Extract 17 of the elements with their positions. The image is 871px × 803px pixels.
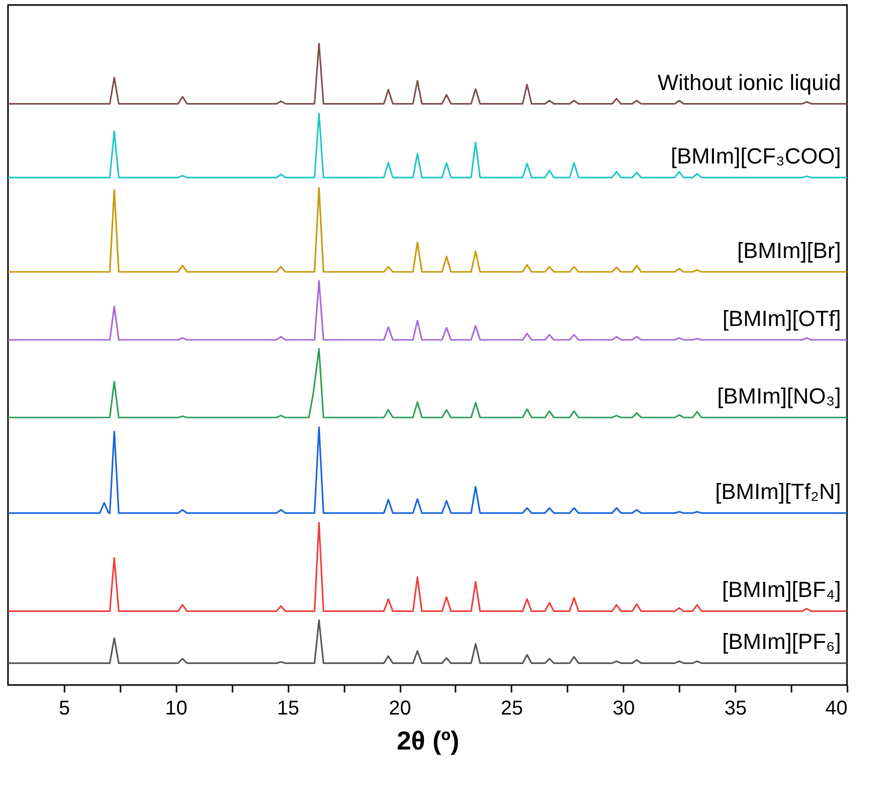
x-axis-title: 2θ (º) [396,726,460,756]
series-label: Without ionic liquid [658,70,841,95]
series-label: [BMIm][Tf₂N] [715,479,841,504]
series-label: [BMIm][PF₆] [722,629,841,654]
x-tick-label: 5 [58,698,70,720]
x-tick-label: 10 [165,698,188,720]
series-label: [BMIm][NO₃] [717,383,841,408]
series-label: [BMIm][OTf] [722,306,841,331]
x-tick-label: 35 [724,698,747,720]
series-label: [BMIm][Br] [737,238,841,263]
x-tick-label: 15 [277,698,300,720]
x-tick-label: 40 [825,698,848,720]
x-tick-label: 30 [612,698,635,720]
x-tick-label: 20 [388,698,412,720]
series-label: [BMIm][BF₄] [722,577,841,602]
x-tick-label: 25 [500,698,524,720]
series-label: [BMIm][CF₃COO] [670,144,841,169]
